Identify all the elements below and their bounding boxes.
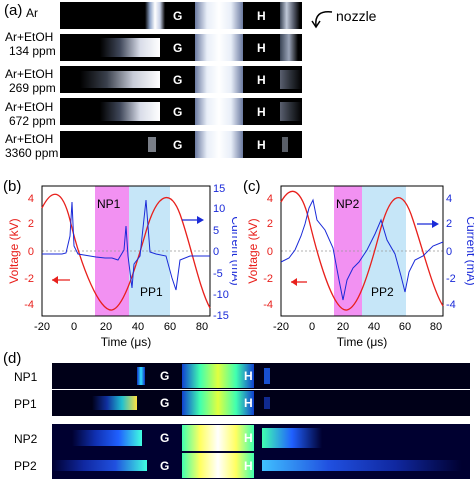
panel-a-strip-2: G H	[60, 34, 302, 61]
panel-d-strip-3: G H	[52, 424, 470, 452]
panel-c-pp2-label: PP2	[371, 285, 394, 299]
panel-c-chart: NP2 PP2 4 2 0 -2 -4 4 2 0 -2 -4 -20 0 20…	[246, 185, 474, 349]
panel-c-yr-tick: -2	[446, 273, 456, 285]
panel-c-yl-tick: 0	[267, 246, 273, 258]
panel-a-row-1-label: Ar	[26, 6, 38, 20]
voltage-curve	[41, 193, 211, 311]
panel-b-x-tick: 40	[132, 321, 144, 333]
panel-b-yr-tick: -15	[213, 310, 229, 322]
current-curve	[42, 199, 210, 291]
panel-c-ylabel-left: Voltage (kV)	[246, 218, 260, 283]
current-arrow-icon-c	[417, 220, 439, 228]
panel-c-yr-tick: -4	[446, 299, 456, 311]
panel-c-yr-tick: 4	[446, 193, 452, 205]
panel-b-yr-tick: -5	[213, 268, 223, 280]
panel-d-h-label-4: H	[244, 459, 253, 473]
panel-c-xlabel: Time (μs)	[337, 335, 387, 349]
nozzle-arrow-icon	[311, 11, 333, 29]
panel-d-g-label-2: G	[160, 396, 170, 410]
panel-c-x-tick: 0	[309, 321, 315, 333]
panel-c-x-tick: 60	[399, 321, 411, 333]
panel-b-yl-tick: 2	[28, 218, 34, 230]
panel-a-g-label-2: G	[173, 41, 183, 55]
panel-b-yr-tick: 15	[213, 183, 225, 195]
panel-b-x-tick: 0	[71, 321, 77, 333]
panel-d-row-4-label: PP2	[14, 459, 37, 473]
panel-b-x-tick: 80	[196, 321, 208, 333]
panel-a-strip-4: G H	[60, 98, 302, 125]
panel-a-g-label-3: G	[173, 73, 183, 87]
current-curve-c	[280, 198, 444, 301]
panel-c-np2-label: NP2	[336, 197, 360, 211]
panel-a-row-2-label: Ar+EtOH 134 ppm	[5, 30, 56, 58]
panel-b-pp1-label: PP1	[140, 285, 163, 299]
panel-a-strip-3: G H	[60, 66, 302, 93]
panel-b-xlabel: Time (μs)	[101, 335, 151, 349]
panel-a-g-label-1: G	[173, 9, 183, 23]
panel-b-x-tick: 20	[100, 321, 112, 333]
panel-d-strip-1: G H	[52, 363, 470, 389]
panel-b-x-tick: -20	[34, 321, 50, 333]
panel-a-row-3-label: Ar+EtOH 269 ppm	[5, 67, 56, 95]
panel-d-g-label-4: G	[160, 459, 170, 473]
panel-c-yr-tick: 0	[446, 246, 452, 258]
panel-c-yl-tick: 4	[267, 193, 273, 205]
panel-d-row-3-label: NP2	[14, 432, 38, 446]
panel-a-h-label-2: H	[257, 41, 266, 55]
panel-c-x-tick: 20	[337, 321, 349, 333]
panel-b-letter: (b)	[3, 178, 22, 195]
panel-a-h-label-1: H	[257, 9, 266, 23]
panel-c-yl-tick: -2	[263, 273, 273, 285]
panel-b-yr-tick: -10	[213, 289, 229, 301]
voltage-curve-c	[280, 190, 444, 311]
panel-b-yl-tick: 0	[28, 246, 34, 258]
panel-a-row-4-label: Ar+EtOH 672 ppm	[5, 100, 56, 128]
panel-c-x-tick: 40	[368, 321, 380, 333]
panel-c-yr-tick: 2	[446, 218, 452, 230]
panel-b-np1-label: NP1	[97, 197, 121, 211]
panel-d-h-label-3: H	[244, 431, 253, 445]
nozzle-label: nozzle	[336, 8, 377, 24]
panel-a-letter: (a)	[4, 2, 23, 19]
panel-b-yr-tick: 5	[213, 225, 219, 237]
panel-b-yr-tick: 0	[213, 246, 219, 258]
panel-d-strip-4: G H	[52, 452, 470, 479]
panel-b-chart: NP1 PP1 4 2 0 -2 -4 15 10 5 0 -5 -10 -15…	[7, 183, 237, 349]
panel-a-strip-5: G H	[60, 131, 302, 158]
panel-d-g-label-3: G	[160, 431, 170, 445]
panel-c-yl-tick: 2	[267, 218, 273, 230]
panel-a-g-label-5: G	[173, 138, 183, 152]
panel-c-yl-tick: -4	[263, 299, 273, 311]
voltage-arrow-icon	[52, 276, 70, 284]
panel-b-yl-tick: -4	[24, 299, 34, 311]
panel-d-strip-2: G H	[52, 390, 470, 416]
panel-a-g-label-4: G	[173, 105, 183, 119]
current-arrow-icon	[182, 216, 204, 224]
panel-d-letter: (d)	[3, 350, 22, 367]
panel-b-ylabel-right: Current (mA)	[229, 216, 237, 285]
panel-b-yl-tick: -2	[24, 273, 34, 285]
panel-c-x-tick: -20	[273, 321, 289, 333]
panel-b-ylabel-left: Voltage (kV)	[7, 218, 21, 283]
voltage-arrow-icon-c	[291, 278, 307, 286]
panel-c-letter: (c)	[243, 178, 261, 195]
panel-b-yr-tick: 10	[213, 203, 225, 215]
panel-c-x-tick: 80	[430, 321, 442, 333]
panel-a-h-label-4: H	[257, 105, 266, 119]
panel-d-h-label-2: H	[244, 396, 253, 410]
panel-d-row-1-label: NP1	[14, 370, 38, 384]
panel-c-ylabel-right: Current (mA)	[464, 216, 474, 285]
panel-d-g-label-1: G	[160, 369, 170, 383]
panel-a-row-5-label: Ar+EtOH 3360 ppm	[5, 132, 59, 160]
panel-a-strip-1: G H	[60, 2, 302, 29]
panel-d-row-2-label: PP1	[14, 397, 37, 411]
panel-a-h-label-5: H	[257, 138, 266, 152]
panel-a-h-label-3: H	[257, 73, 266, 87]
panel-d-h-label-1: H	[244, 369, 253, 383]
panel-b-yl-tick: 4	[28, 193, 34, 205]
panel-b-x-tick: 60	[164, 321, 176, 333]
